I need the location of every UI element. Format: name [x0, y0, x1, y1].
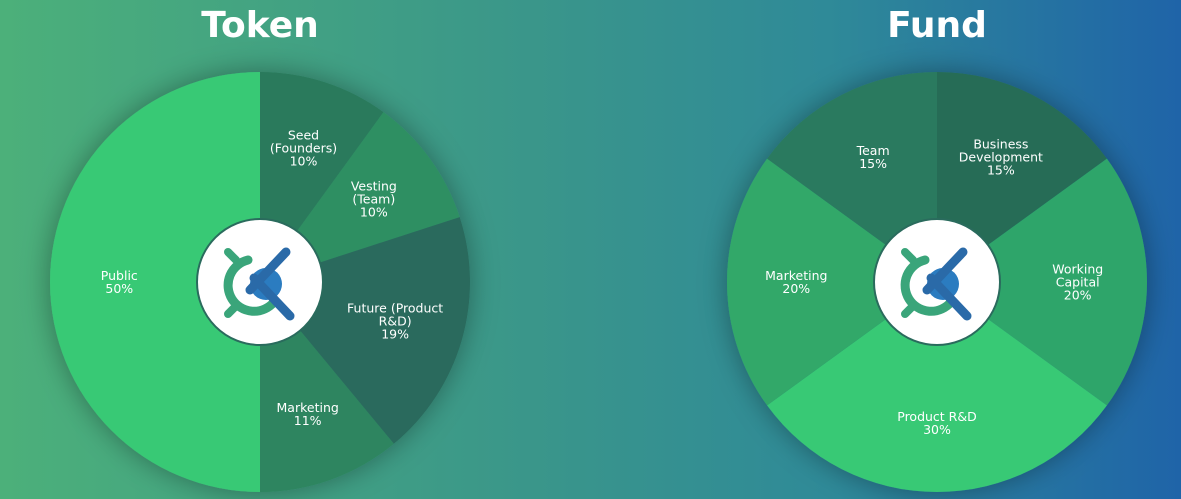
slice-label: Public 50%	[89, 269, 149, 295]
slice-label: Marketing 20%	[756, 269, 836, 295]
slice-label: Product R&D 30%	[892, 410, 982, 436]
value-label: 50%	[105, 281, 134, 296]
pie	[727, 71, 1147, 492]
category-label: Business Development	[958, 136, 1043, 165]
category-label: Vesting (Team)	[350, 178, 397, 207]
value-label: 30%	[923, 421, 951, 437]
value-label: 10%	[359, 204, 388, 220]
pie-slice	[767, 282, 1107, 492]
category-label: Product R&D	[897, 408, 977, 424]
pie-slice	[50, 72, 260, 492]
pie-slice	[260, 112, 460, 282]
slice-label: Marketing 11%	[268, 401, 348, 427]
value-label: 11%	[293, 413, 322, 429]
slice-label: Seed (Founders) 10%	[266, 129, 341, 168]
slice-label: Vesting (Team) 10%	[344, 180, 404, 219]
slice-label: Team 15%	[843, 144, 903, 170]
category-label: Marketing	[276, 400, 339, 416]
value-label: 20%	[782, 281, 811, 296]
pie	[50, 72, 471, 492]
value-label: 20%	[1063, 287, 1092, 303]
category-label: Public	[100, 268, 138, 283]
value-label: 15%	[986, 162, 1015, 178]
pie-slice	[727, 158, 937, 406]
pie-slice	[937, 158, 1147, 406]
slice-label: Working Capital 20%	[1043, 263, 1113, 302]
value-label: 19%	[381, 326, 409, 342]
chart-title: Token	[201, 5, 319, 46]
pie-slice	[937, 72, 1107, 282]
slice-label: Business Development 15%	[955, 137, 1047, 176]
logo	[197, 219, 323, 345]
chart-title: Fund	[887, 5, 987, 46]
value-label: 15%	[859, 155, 887, 171]
category-label: Future (Product R&D)	[347, 300, 444, 329]
category-label: Working Capital	[1052, 261, 1104, 290]
logo	[874, 219, 1000, 345]
category-label: Marketing	[765, 268, 828, 283]
category-label: Team	[856, 142, 890, 158]
slice-label: Future (Product R&D) 19%	[345, 302, 445, 341]
value-label: 10%	[289, 153, 318, 169]
pie-slice	[767, 71, 937, 282]
category-label: Seed (Founders)	[269, 127, 338, 156]
